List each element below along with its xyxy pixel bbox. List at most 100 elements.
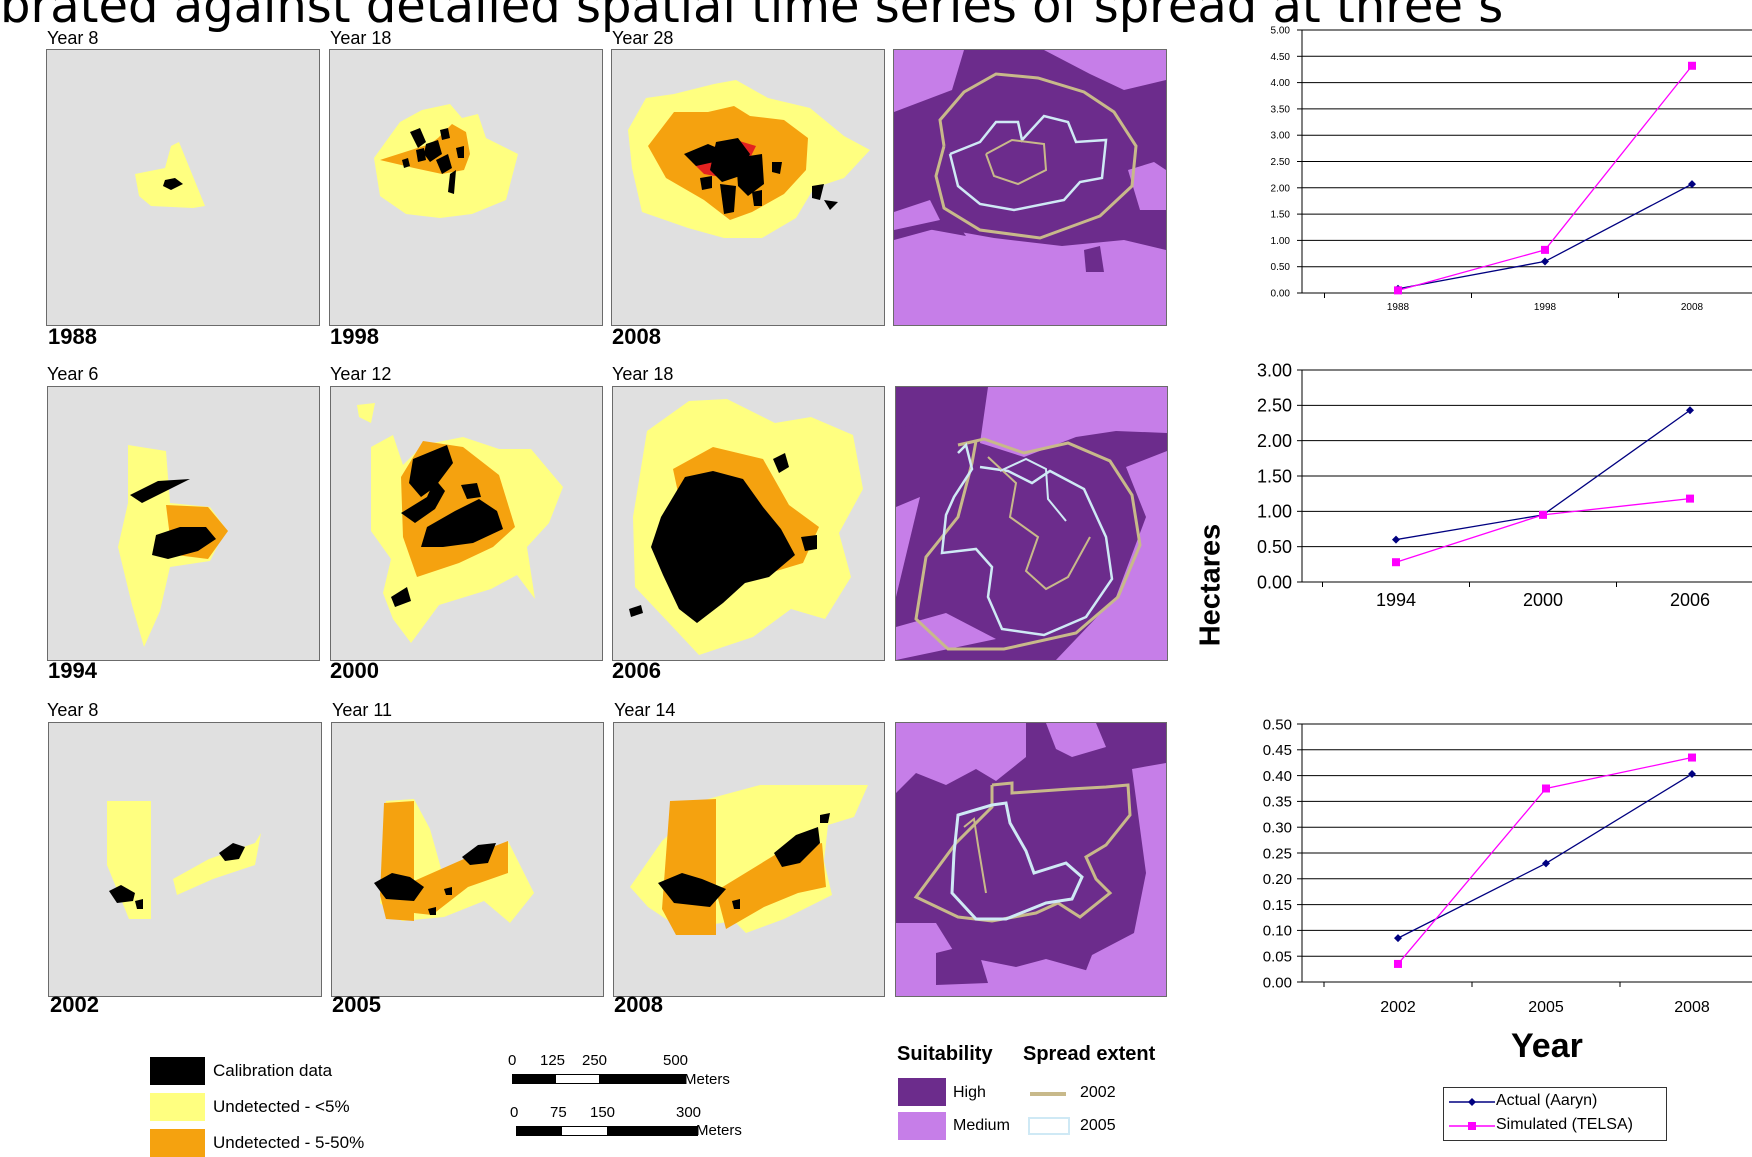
y-axis-label: Hectares (1194, 523, 1227, 647)
panel-date-label: 2005 (332, 992, 381, 1017)
panel-year-label: Year 8 (47, 28, 99, 48)
y-tick-label: 0.25 (1263, 845, 1292, 862)
calibration-label: Calibration data (213, 1061, 333, 1080)
y-tick-label: 0.35 (1263, 794, 1292, 811)
y-tick-label: 0.00 (1263, 974, 1292, 991)
chart-legend-markers (1449, 1098, 1495, 1130)
map-panel-1998 (329, 49, 603, 326)
data-point-simulated (1394, 959, 1402, 968)
spread-extent-title: Spread extent (1023, 1043, 1156, 1065)
scale-tick: 125 (540, 1052, 566, 1069)
y-tick-label: 4.00 (1271, 78, 1291, 89)
x-tick-label: 1988 (1387, 302, 1410, 313)
data-point-simulated (1542, 784, 1550, 793)
y-tick-label: 3.50 (1271, 104, 1291, 115)
map-drawing (630, 785, 868, 935)
y-tick-label: 1.50 (1271, 210, 1291, 221)
map-drawing (135, 142, 205, 208)
suitability-map-2006 (895, 386, 1168, 661)
data-point-simulated (1394, 286, 1402, 295)
actual-marker-icon (1468, 1098, 1476, 1106)
map-drawing (629, 399, 863, 655)
y-tick-label: 0.10 (1263, 923, 1292, 940)
panel-date-label: 2008 (614, 992, 663, 1017)
data-point-actual (1394, 934, 1402, 943)
data-point-actual (1686, 406, 1694, 415)
suitability-high-swatch (898, 1078, 946, 1106)
y-tick-label: 0.40 (1263, 768, 1292, 785)
spread-2002-label: 2002 (1080, 1084, 1116, 1101)
suitability-title: Suitability (897, 1043, 993, 1065)
map-panel-2008a (611, 49, 885, 326)
y-tick-label: 3.00 (1257, 360, 1292, 380)
scale-tick: 150 (590, 1104, 616, 1121)
scale-bar-frame (516, 1126, 698, 1136)
y-tick-label: 0.30 (1263, 819, 1292, 836)
map-drawing (118, 445, 228, 647)
x-tick-label: 1994 (1376, 590, 1416, 610)
undetected-mid-swatch (150, 1129, 205, 1157)
data-point-simulated (1688, 753, 1696, 762)
map-drawing (357, 403, 563, 643)
chart-legend: Actual (Aaryn) Simulated (TELSA) (1443, 1087, 1667, 1141)
map-drawing (374, 104, 518, 218)
panel-date-label: 2000 (330, 658, 379, 683)
scale-tick: 0 (510, 1104, 519, 1121)
panel-year-label: Year 6 (47, 364, 99, 384)
scale-unit: Meters (684, 1071, 730, 1088)
data-point-actual (1688, 770, 1696, 779)
data-point-simulated (1392, 558, 1400, 567)
map-drawing (896, 723, 1166, 996)
suitability-map-2008 (895, 722, 1167, 997)
panel-year-label: Year 28 (612, 28, 674, 48)
y-tick-label: 1.00 (1271, 236, 1291, 247)
data-point-actual (1392, 535, 1400, 544)
undetected-mid-label: Undetected - 5-50% (213, 1133, 365, 1152)
y-tick-label: 0.00 (1271, 289, 1291, 300)
map-panel-2002 (48, 722, 322, 997)
chart-1994-2006: 0.00 0.50 1.00 1.50 2.00 2.50 3.00 1994 2000 2006 (1257, 360, 1752, 610)
data-point-simulated (1539, 510, 1547, 519)
y-tick-label: 0.50 (1263, 716, 1292, 733)
scale-tick: 300 (676, 1104, 702, 1121)
spread-2005-swatch (1028, 1117, 1070, 1135)
x-tick-label: 1998 (1534, 302, 1557, 313)
legend-simulated: Simulated (TELSA) (1496, 1116, 1633, 1133)
map-panel-1988 (46, 49, 320, 326)
figure-title-text: brated against detailed spatial time ser… (0, 0, 1504, 34)
x-tick-label: 2005 (1528, 999, 1564, 1016)
y-tick-label: 2.50 (1257, 396, 1292, 416)
data-point-simulated (1688, 61, 1696, 70)
scale-tick: 250 (582, 1052, 608, 1069)
panel-date-label: 1998 (330, 324, 379, 349)
panel-year-label: Year 11 (332, 700, 393, 720)
panel-date-label: 2006 (612, 658, 661, 683)
x-tick-label: 2000 (1523, 590, 1563, 610)
scale-tick: 75 (550, 1104, 567, 1121)
x-tick-label: 2008 (1674, 999, 1710, 1016)
y-tick-label: 0.05 (1263, 948, 1292, 965)
series-line-actual (1397, 183, 1693, 290)
y-tick-label: 1.00 (1257, 502, 1292, 522)
map-panel-2005 (331, 722, 604, 997)
map-panel-2008b (613, 722, 885, 997)
suitability-map-1988 (893, 49, 1167, 326)
undetected-low-swatch (150, 1093, 205, 1121)
undetected-low-label: Undetected - <5% (213, 1097, 350, 1116)
x-tick-label: 2002 (1380, 999, 1416, 1016)
calibration-swatch (150, 1057, 205, 1085)
y-tick-label: 5.00 (1271, 26, 1291, 37)
legend-actual: Actual (Aaryn) (1496, 1092, 1598, 1109)
data-point-actual (1542, 859, 1550, 868)
panel-year-label: Year 14 (614, 700, 676, 720)
map-panel-2006 (612, 386, 885, 661)
y-tick-label: 0.50 (1271, 262, 1291, 273)
data-point-actual (1688, 180, 1696, 189)
x-tick-label: 2008 (1681, 302, 1704, 313)
y-tick-label: 0.50 (1257, 537, 1292, 557)
y-tick-label: 2.00 (1257, 431, 1292, 451)
map-drawing (374, 799, 534, 923)
data-point-actual (1541, 257, 1549, 266)
chart-2002-2008: 0.00 0.05 0.10 0.15 0.20 0.25 0.30 0.35 0.40 0.45… (1263, 716, 1752, 1016)
y-tick-label: 1.50 (1257, 466, 1292, 486)
